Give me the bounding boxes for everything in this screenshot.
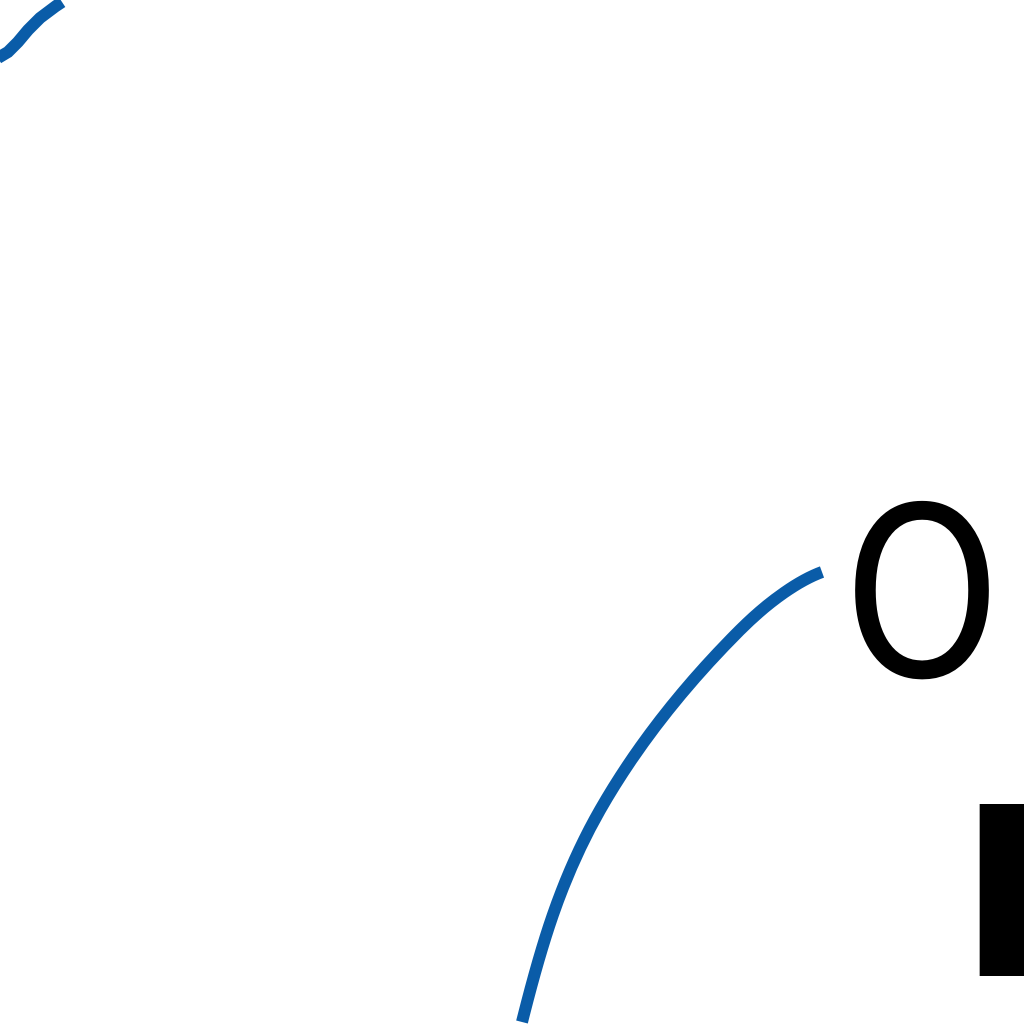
label-o: O <box>844 457 1000 732</box>
label-k: K <box>958 757 1024 1024</box>
main-arc <box>516 566 825 1024</box>
upper-left-arc <box>0 0 66 64</box>
